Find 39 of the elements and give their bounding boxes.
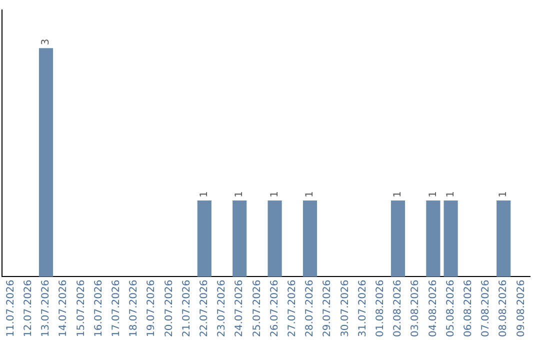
x-tick-label: 09.08.2026 — [516, 280, 527, 338]
x-tick-label: 19.07.2026 — [146, 280, 158, 338]
x-tick-label: 22.07.2026 — [198, 280, 210, 338]
x-tick-label: 12.07.2026 — [22, 280, 34, 338]
x-tick-label: 26.07.2026 — [269, 280, 280, 338]
x-tick-label: 15.07.2026 — [76, 280, 87, 338]
x-tick-label: 24.07.2026 — [234, 280, 246, 338]
x-tick-label: 27.07.2026 — [286, 280, 298, 338]
x-tick-label: 14.07.2026 — [58, 280, 70, 338]
x-tick-label: 02.08.2026 — [392, 280, 404, 338]
x-tick-label: 30.07.2026 — [340, 280, 351, 338]
data-label: 1 — [304, 191, 316, 198]
data-label: 1 — [234, 191, 246, 198]
x-tick-label: 28.07.2026 — [304, 280, 316, 338]
x-tick-label: 07.08.2026 — [480, 280, 492, 338]
x-tick-label: 04.08.2026 — [428, 280, 439, 338]
x-tick-label: 01.08.2026 — [374, 280, 386, 338]
x-tick-label: 23.07.2026 — [216, 280, 228, 338]
data-label: 1 — [498, 191, 510, 198]
x-tick-label: 03.08.2026 — [410, 280, 422, 338]
x-tick-label: 20.07.2026 — [164, 280, 175, 338]
data-label: 1 — [269, 191, 280, 198]
x-tick-label: 29.07.2026 — [322, 280, 334, 338]
data-label: 1 — [392, 191, 404, 198]
x-tick-label: 17.07.2026 — [110, 280, 122, 338]
x-tick-label: 18.07.2026 — [128, 280, 140, 338]
data-label: 1 — [445, 191, 456, 198]
x-tick-label: 31.07.2026 — [357, 280, 368, 338]
data-label: 1 — [198, 191, 210, 198]
x-tick-label: 08.08.2026 — [498, 280, 510, 338]
x-tick-label: 13.07.2026 — [40, 280, 52, 338]
x-tick-label: 21.07.2026 — [181, 280, 192, 338]
x-tick-label: 25.07.2026 — [252, 280, 263, 338]
x-tick-label: 11.07.2026 — [5, 280, 16, 338]
data-label: 3 — [40, 38, 52, 46]
data-label: 1 — [428, 191, 439, 198]
x-tick-label: 05.08.2026 — [445, 280, 456, 338]
x-tick-label: 16.07.2026 — [93, 280, 104, 338]
x-tick-label: 06.08.2026 — [462, 280, 474, 338]
